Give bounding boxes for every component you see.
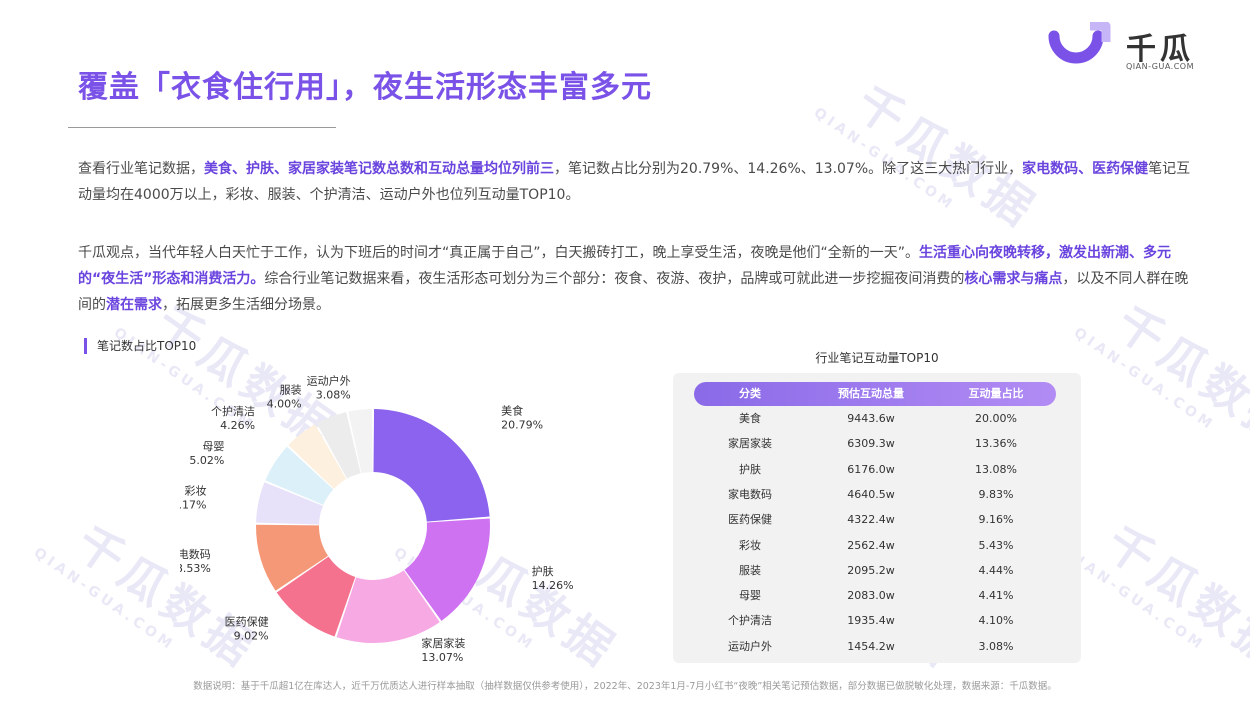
donut-slice [276,556,356,637]
paragraph-qiangua-view: 千瓜观点，当代年轻人白天忙于工作，认为下班后的时间才“真正属于自己”，白天搬砖打… [78,245,1189,313]
logo-domain: QIAN-GUA.COM [1126,62,1195,71]
slice-category-label: 护肤 [532,564,554,578]
table-cell: 4.41% [978,589,1014,603]
table-cell: 13.36% [975,437,1017,451]
slice-value-label: 9.02% [234,629,269,642]
table-cell: 2083.0w [847,589,895,603]
slice-category-label: 运动户外 [307,373,351,387]
slice-value-label: 3.08% [316,388,351,401]
table-row: 护肤 6176.0w 13.08% [694,457,1056,482]
table-row: 运动户外 1454.2w 3.08% [694,634,1056,659]
table-cell: 4322.4w [847,513,895,527]
title-divider [68,127,336,128]
brand-logo: 千瓜 QIAN-GUA.COM [1046,21,1206,74]
table-cell: 9.83% [978,487,1014,501]
slice-category-label: 美食 [501,404,523,418]
table-header-cell: 预估互动总量 [838,387,904,400]
table-cell: 4.44% [978,563,1014,577]
slice-category-label: 家居家装 [421,636,465,650]
table-cell: 护肤 [739,462,761,476]
logo-mark-icon [1048,21,1111,64]
table-row: 家电数码 4640.5w 9.83% [694,482,1056,507]
table-cell: 9.16% [978,513,1014,527]
table-row: 服装 2095.2w 4.44% [694,558,1056,583]
slice-category-label: 家电数码 [180,547,211,561]
table-cell: 医药保健 [728,513,772,527]
donut-slice [288,424,347,489]
slice-value-label: 13.07% [421,651,463,664]
logo-name: 千瓜 [1126,32,1194,67]
donut-slice [316,412,361,479]
donut-slice [336,570,440,643]
table-header-cell: 分类 [739,387,761,400]
table-row: 医药保健 4322.4w 9.16% [694,507,1056,532]
table-row: 母婴 2083.0w 4.41% [694,583,1056,608]
table-cell: 服装 [739,563,761,577]
table-cell: 4640.5w [847,487,895,501]
table-row: 美食 9443.6w 20.00% [694,406,1056,431]
donut-slice [265,446,334,505]
table-cell: 13.08% [975,462,1017,476]
table-panel [673,373,1081,663]
paragraph-industry-data: 查看行业笔记数据，美食、护肤、家居家装笔记数总数和互动总量均位列前三，笔记数占比… [78,161,1191,203]
table-cell: 3.08% [978,639,1014,653]
donut-slice [256,482,323,525]
slice-category-label: 个护清洁 [211,404,255,418]
table-cell: 4.10% [978,614,1014,628]
table-cell: 9443.6w [847,412,895,425]
table-cell: 美食 [739,412,761,425]
table-cell: 1454.2w [847,639,895,653]
table-cell: 6176.0w [847,462,895,476]
slice-category-label: 母婴 [202,440,224,453]
donut-slice [404,518,490,621]
slice-value-label: 4.26% [220,419,255,432]
table-cell: 个护清洁 [728,614,772,628]
table-cell: 运动户外 [728,639,772,653]
table-cell: 彩妆 [739,538,761,552]
table-cell: 2562.4w [847,538,895,552]
table-row: 个护清洁 1935.4w 4.10% [694,608,1056,633]
table-title: 行业笔记互动量TOP10 [815,351,939,365]
table-row: 家居家装 6309.3w 13.36% [694,431,1056,456]
slice-category-label: 彩妆 [184,485,206,498]
slice-value-label: 14.26% [532,579,574,592]
page-title: 覆盖「衣食住行用」，夜生活形态丰富多元 [78,70,652,105]
slice-category-label: 医药保健 [225,614,269,628]
slice-value-label: 20.79% [501,419,543,432]
slice-value-label: 4.00% [267,397,302,410]
chart-section-title: 笔记数占比TOP10 [84,338,196,354]
table-header: 分类 预估互动总量 互动量占比 [694,382,1056,406]
slice-value-label: 5.17% [180,499,206,512]
table-cell: 1935.4w [847,614,895,628]
donut-slice [373,409,490,522]
table-cell: 家居家装 [728,437,772,451]
slice-category-label: 服装 [280,383,302,396]
donut-slice [348,409,373,474]
table-header-cell: 互动量占比 [968,387,1024,400]
slice-value-label: 8.53% [180,562,211,575]
table-row: 彩妆 2562.4w 5.43% [694,533,1056,558]
table-cell: 2095.2w [847,563,895,577]
table-cell: 5.43% [978,538,1014,552]
table-cell: 母婴 [739,589,761,603]
slice-value-label: 5.02% [189,454,224,467]
table-cell: 20.00% [975,412,1017,425]
data-note-footer: 数据说明：基于千瓜超1亿在库达人，近千万优质达人进行样本抽取（抽样数据仅供参考使… [193,681,1057,692]
table-cell: 6309.3w [847,437,895,451]
donut-slice [256,524,329,591]
table-cell: 家电数码 [728,487,772,501]
